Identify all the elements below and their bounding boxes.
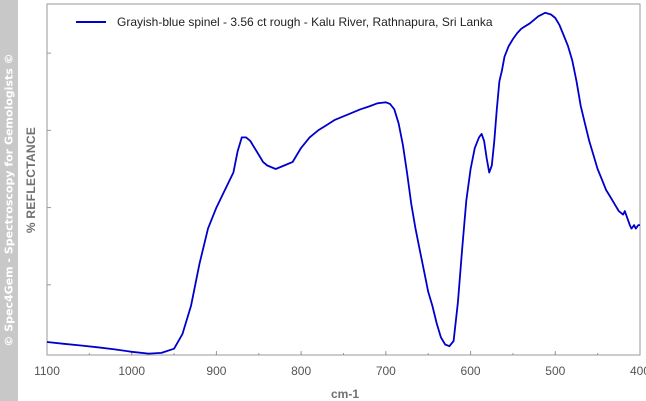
x-tick-label: 900	[206, 364, 226, 378]
x-tick-label: 800	[291, 364, 311, 378]
series-group	[46, 11, 640, 355]
watermark-band: © Spec4Gem - Spectroscopy for Gemologist…	[0, 0, 18, 401]
y-axis-label: % REFLECTANCE	[24, 126, 38, 234]
legend-entry: Grayish-blue spinel - 3.56 ct rough - Ka…	[117, 15, 493, 29]
x-tick-label: 600	[461, 364, 481, 378]
plot-frame	[46, 3, 641, 356]
x-tick-label: 400	[630, 364, 646, 378]
x-tick-label: 1100	[34, 364, 60, 378]
series-line	[46, 11, 640, 355]
chart-axes	[46, 3, 641, 356]
x-axis-label: cm-1	[330, 387, 360, 401]
legend: Grayish-blue spinel - 3.56 ct rough - Ka…	[76, 15, 493, 29]
x-tick-label: 500	[545, 364, 565, 378]
x-tick-label: 700	[376, 364, 396, 378]
tick-marks	[46, 52, 641, 355]
x-tick-label: 1000	[118, 364, 145, 378]
x-tick-labels: 1100 1000 900 800 700 600 500 400	[34, 364, 646, 378]
